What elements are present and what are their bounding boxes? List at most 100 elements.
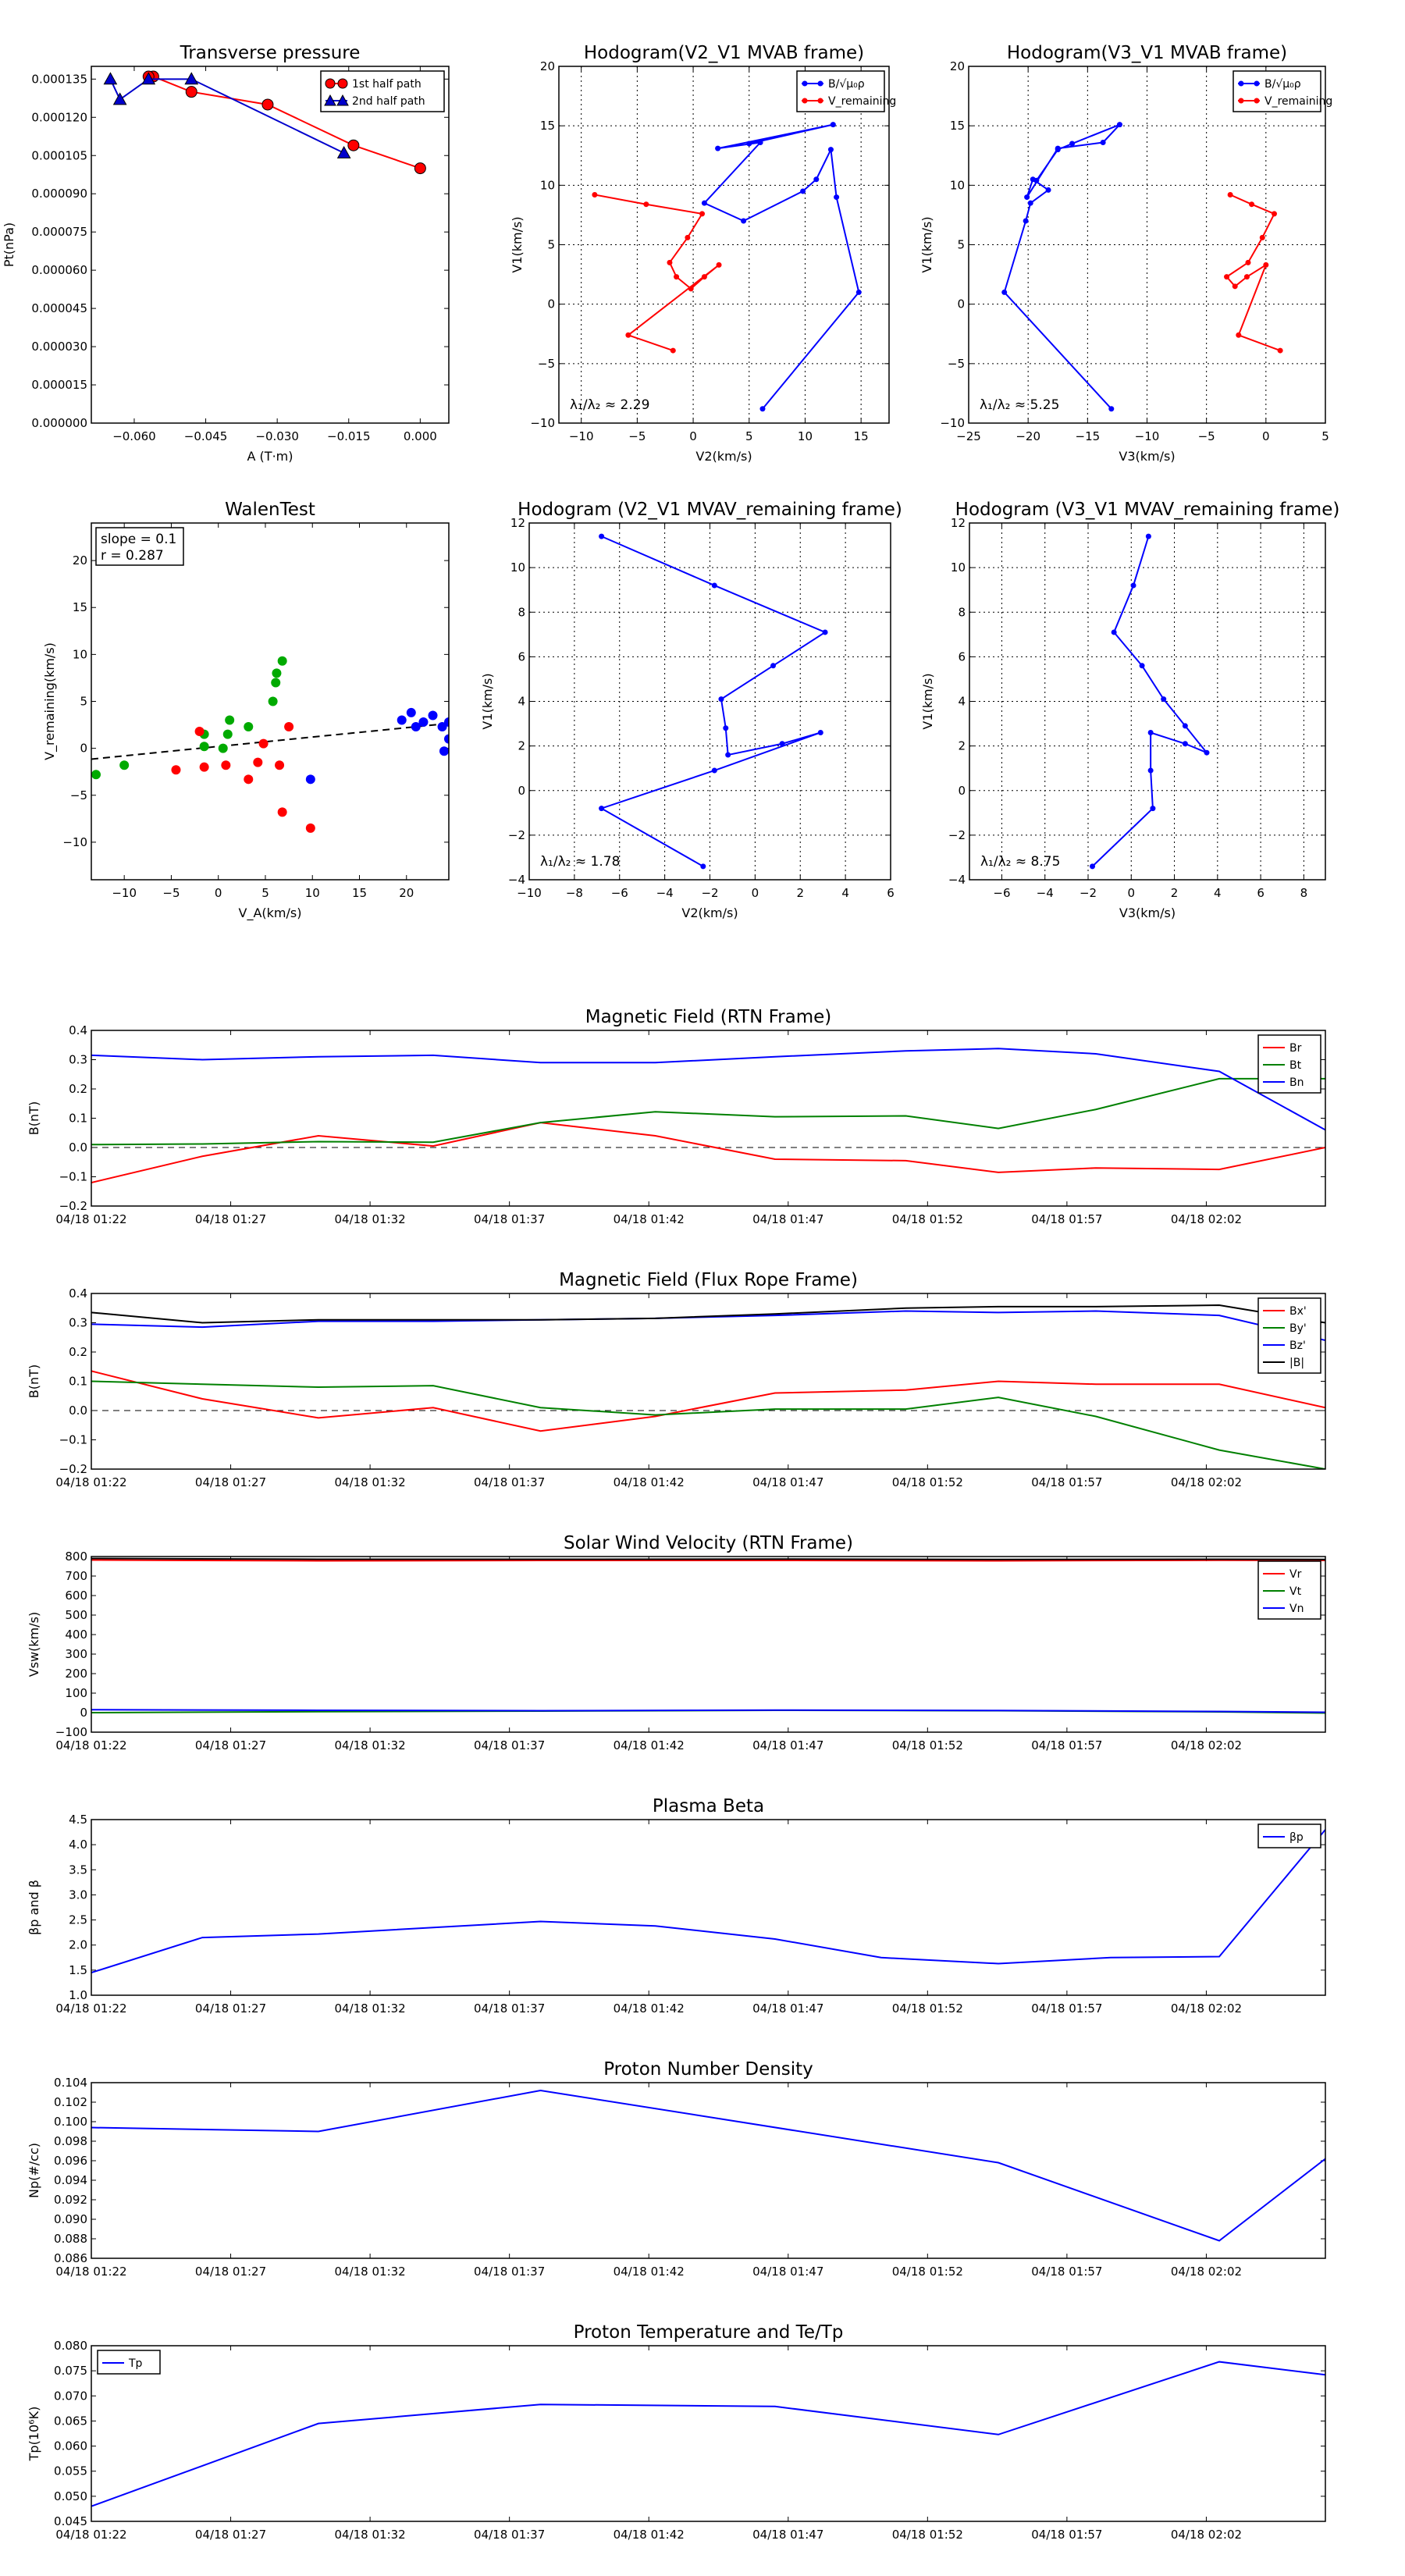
data-point [817, 729, 823, 735]
data-point [716, 262, 722, 268]
series-line-0 [91, 2361, 1325, 2507]
series-line-3 [91, 1557, 1325, 1560]
y-tick-label: 0.000075 [31, 225, 87, 239]
axes-frame [91, 1556, 1326, 1733]
x-tick-label: 04/18 01:47 [752, 2001, 823, 2016]
y-tick-label: 0.1 [69, 1112, 87, 1126]
legend: 1st half path 2nd half path [320, 70, 445, 112]
y-tick-label: 0.2 [69, 1345, 87, 1359]
x-tick-label: −6 [611, 886, 628, 900]
y-tick-label: −0.2 [59, 1199, 87, 1213]
y-tick-label: 0 [957, 297, 965, 311]
data-point [741, 218, 747, 224]
y-tick-label: −10 [62, 835, 87, 849]
panel-title: Hodogram(V2_V1 MVAB frame) [584, 43, 864, 63]
data-point [119, 760, 130, 770]
x-tick-label: −5 [628, 429, 646, 443]
axes-frame [91, 66, 450, 424]
x-tick-label: 04/18 01:42 [614, 2001, 685, 2016]
data-point [685, 234, 691, 240]
data-point [1259, 234, 1265, 240]
legend-marker [1254, 98, 1260, 104]
data-point [1227, 192, 1233, 198]
plot-area [91, 1048, 1325, 1183]
legend: βp [1257, 1823, 1321, 1848]
panel-0: Transverse pressure 0.000000 0.000015 0.000… [2, 43, 450, 464]
y-tick-label: 0.092 [54, 2193, 87, 2207]
series-line-1 [1225, 194, 1281, 352]
y-tick-label: 2.0 [69, 1938, 87, 1952]
legend-label: βp [1289, 1831, 1304, 1844]
legend-marker [325, 78, 336, 89]
data-point [271, 678, 281, 688]
data-point [625, 332, 631, 338]
y-tick-label: 0.2 [69, 1082, 87, 1096]
data-point [1271, 211, 1277, 217]
legend-frame [796, 70, 885, 112]
x-tick-label: 04/18 01:42 [614, 1738, 685, 1752]
x-tick-label: −2 [1080, 886, 1097, 900]
y-tick-label: 3.5 [69, 1863, 87, 1877]
data-point [770, 663, 777, 669]
y-tick-label: −2 [508, 828, 525, 842]
y-tick-label: 0.3 [69, 1053, 87, 1067]
legend-marker [802, 98, 808, 104]
data-point [688, 286, 694, 292]
y-tick-label: 0.055 [54, 2464, 87, 2478]
x-tick-label: 04/18 01:57 [1031, 1212, 1102, 1226]
x-tick-label: 04/18 01:37 [474, 1212, 545, 1226]
data-point [103, 72, 118, 85]
plot-area [91, 1304, 1325, 1469]
legend-label: B/√μ₀ρ [1264, 78, 1301, 91]
x-tick-label: −6 [993, 886, 1010, 900]
data-point [599, 533, 605, 539]
x-tick-label: 04/18 01:42 [614, 1212, 685, 1226]
data-point [1069, 141, 1076, 147]
y-tick-label: 6 [518, 649, 525, 664]
y-tick-label: 1.5 [69, 1963, 87, 1977]
x-tick-label: −4 [1037, 886, 1054, 900]
legend-label: Bt [1289, 1059, 1302, 1072]
y-tick-label: 0.1 [69, 1375, 87, 1389]
axes-frame [558, 66, 890, 424]
x-tick-label: 04/18 01:52 [892, 1212, 963, 1226]
data-point [194, 726, 205, 736]
y-axis-label: V1(km/s) [480, 673, 495, 729]
data-point [1145, 533, 1151, 539]
x-tick-label: 0 [752, 886, 759, 900]
x-tick-label: 04/18 01:37 [474, 2001, 545, 2016]
data-point [414, 162, 426, 175]
data-point [1263, 262, 1269, 268]
data-point [218, 743, 228, 753]
x-tick-label: 04/18 01:47 [752, 2528, 823, 2542]
panel-1: Hodogram(V2_V1 MVAB frame) −10 −5 0 5 10 15 20 −… [510, 43, 896, 464]
x-tick-label: 4 [1214, 886, 1222, 900]
data-point [1147, 767, 1154, 774]
data-point [185, 86, 197, 98]
panel-title: Magnetic Field (Flux Rope Frame) [559, 1270, 858, 1290]
y-tick-label: 0.098 [54, 2134, 87, 2148]
data-point [284, 721, 294, 731]
plot-area [1090, 533, 1210, 870]
y-tick-label: 0.104 [54, 2076, 87, 2090]
x-tick-label: 04/18 01:57 [1031, 2001, 1102, 2016]
y-tick-label: 5 [80, 695, 87, 709]
data-point [670, 347, 676, 354]
data-point [1182, 723, 1188, 729]
x-tick-label: −4 [656, 886, 674, 900]
y-tick-label: 100 [65, 1686, 87, 1700]
y-tick-label: 0.000015 [31, 378, 87, 392]
x-tick-label: 04/18 01:22 [55, 2528, 126, 2542]
data-point [171, 765, 181, 775]
y-tick-label: 0.000090 [31, 187, 87, 201]
axes-frame [91, 1030, 1326, 1207]
y-tick-label: 0.000000 [31, 416, 87, 430]
x-tick-label: 04/18 02:02 [1171, 1738, 1242, 1752]
x-tick-label: 04/18 01:52 [892, 2001, 963, 2016]
x-tick-label: 2 [796, 886, 804, 900]
data-point [718, 696, 724, 703]
y-tick-label: 0.065 [54, 2414, 87, 2428]
x-tick-label: 04/18 01:57 [1031, 2265, 1102, 2279]
panel-8: Solar Wind Velocity (RTN Frame) −100 0 100 2… [27, 1533, 1326, 1752]
data-point [1249, 201, 1255, 208]
